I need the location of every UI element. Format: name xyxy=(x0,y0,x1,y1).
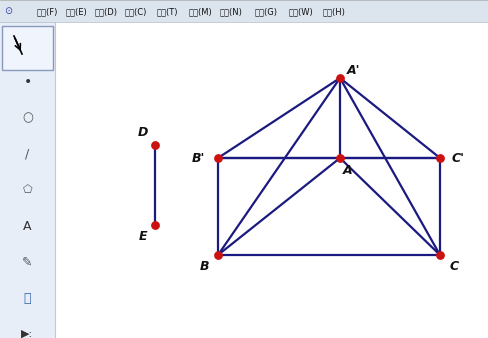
Text: 数据(N): 数据(N) xyxy=(220,7,243,16)
Text: 度量(M): 度量(M) xyxy=(188,7,212,16)
Text: B: B xyxy=(199,261,208,273)
Text: C': C' xyxy=(450,151,464,165)
Text: ⊙: ⊙ xyxy=(4,6,12,17)
Point xyxy=(435,252,443,258)
Text: E: E xyxy=(139,231,147,243)
Bar xyxy=(0,22,55,338)
Text: 编辑(E): 编辑(E) xyxy=(66,7,87,16)
Text: 帮助(H): 帮助(H) xyxy=(322,7,345,16)
Text: B': B' xyxy=(191,151,204,165)
Bar xyxy=(0,0,488,22)
Text: A: A xyxy=(343,164,352,176)
Point xyxy=(214,252,222,258)
Bar xyxy=(55,22,488,338)
Text: ○: ○ xyxy=(22,112,33,124)
Text: /: / xyxy=(25,147,30,161)
Text: •: • xyxy=(23,75,32,89)
Point xyxy=(214,155,222,161)
Point xyxy=(435,155,443,161)
Point xyxy=(151,142,159,148)
Text: 变换(T): 变换(T) xyxy=(156,7,178,16)
Text: 构造(C): 构造(C) xyxy=(124,7,147,16)
Point xyxy=(335,155,343,161)
Text: C: C xyxy=(448,261,458,273)
Text: ✎: ✎ xyxy=(22,256,33,268)
Bar xyxy=(2,26,53,70)
Point xyxy=(151,222,159,228)
Point xyxy=(335,75,343,81)
Text: 显示(D): 显示(D) xyxy=(94,7,117,16)
Text: 文件(F): 文件(F) xyxy=(37,7,58,16)
Text: 绘图(G): 绘图(G) xyxy=(254,7,277,16)
Text: ⓘ: ⓘ xyxy=(24,291,31,305)
Text: 窗口(W): 窗口(W) xyxy=(288,7,313,16)
Text: D: D xyxy=(138,126,148,140)
Text: A: A xyxy=(23,219,32,233)
Text: ⬠: ⬠ xyxy=(22,185,32,195)
Text: A': A' xyxy=(346,64,360,76)
Text: ▶:: ▶: xyxy=(21,329,34,338)
